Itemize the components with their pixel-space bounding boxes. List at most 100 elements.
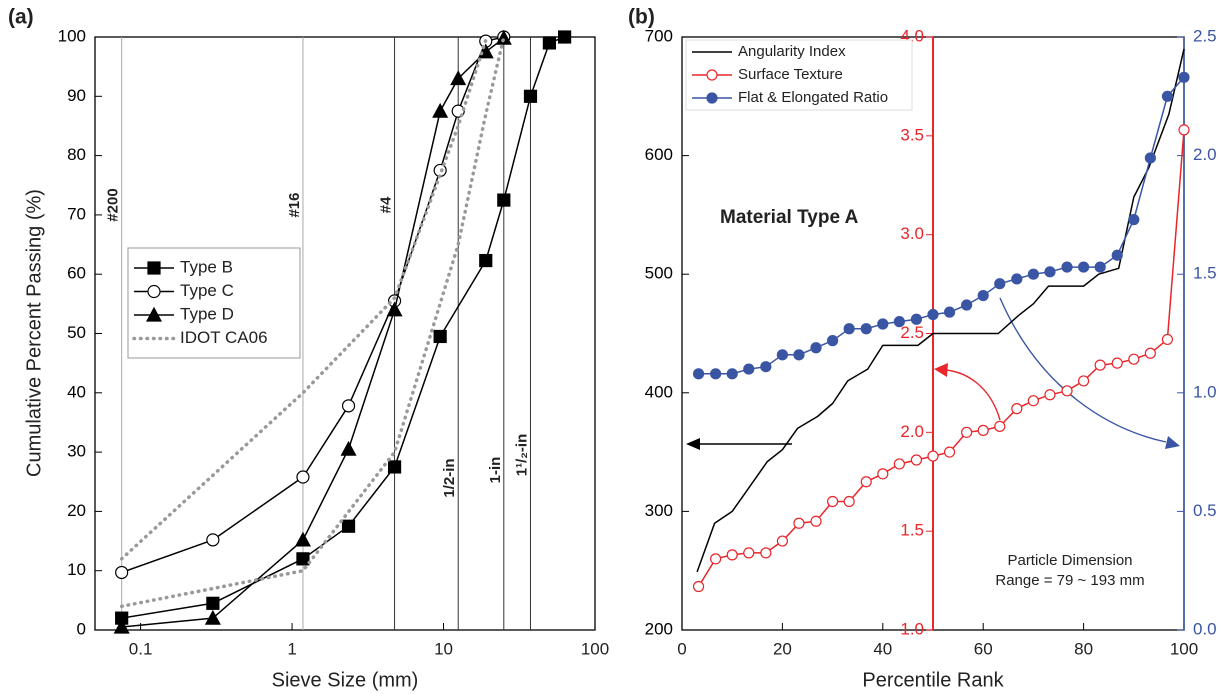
marker bbox=[1044, 266, 1056, 278]
marker bbox=[1077, 261, 1090, 273]
x-tick-label: 40 bbox=[873, 639, 892, 658]
y-tick-label: 0.5 bbox=[1193, 501, 1217, 520]
marker bbox=[1027, 268, 1040, 280]
marker bbox=[542, 36, 557, 50]
x-tick-label: 1 bbox=[287, 639, 296, 658]
y-tick-label: 500 bbox=[645, 264, 673, 283]
marker bbox=[1144, 152, 1156, 164]
marker bbox=[743, 547, 755, 559]
marker bbox=[860, 323, 872, 335]
y-tick-label: 200 bbox=[645, 619, 673, 638]
marker bbox=[113, 618, 130, 634]
x-tick-label: 100 bbox=[1170, 639, 1198, 658]
marker bbox=[477, 43, 494, 59]
y-tick-label: 2.0 bbox=[1193, 145, 1217, 164]
marker bbox=[994, 278, 1006, 290]
legend-label: Angularity Index bbox=[738, 43, 846, 60]
y-tick-label: 3.0 bbox=[900, 224, 924, 243]
x-tick-label: 10 bbox=[434, 639, 453, 658]
arrows bbox=[686, 297, 1180, 450]
marker bbox=[497, 193, 511, 207]
marker bbox=[145, 306, 163, 322]
marker bbox=[1161, 333, 1174, 346]
marker bbox=[450, 70, 467, 86]
marker bbox=[523, 89, 538, 103]
marker bbox=[961, 426, 973, 438]
marker bbox=[726, 368, 738, 380]
marker bbox=[433, 329, 447, 344]
series-line bbox=[697, 129, 1185, 587]
x-axis-label: Percentile Rank bbox=[862, 669, 1004, 691]
legend-label: IDOT CA06 bbox=[180, 328, 268, 347]
arrow bbox=[945, 369, 1001, 421]
reference-label: 1/2-in bbox=[441, 458, 458, 497]
marker bbox=[495, 29, 512, 45]
marker bbox=[776, 535, 789, 547]
y-tick-label: 30 bbox=[67, 442, 86, 461]
annotation: Range = 79 ~ 193 mm bbox=[995, 572, 1144, 589]
y-tick-label: 2.5 bbox=[1193, 26, 1217, 45]
marker bbox=[927, 450, 939, 462]
y-tick-label: 100 bbox=[58, 26, 86, 45]
marker bbox=[760, 361, 772, 373]
marker bbox=[893, 316, 905, 328]
marker bbox=[877, 468, 889, 480]
marker bbox=[860, 476, 872, 488]
marker bbox=[706, 92, 718, 104]
x-tick-label: 80 bbox=[1074, 639, 1093, 658]
x-tick-label: 60 bbox=[974, 639, 993, 658]
marker bbox=[910, 313, 923, 325]
marker bbox=[340, 440, 357, 456]
marker bbox=[760, 547, 772, 559]
arrowhead bbox=[934, 363, 948, 377]
marker bbox=[1061, 385, 1073, 397]
y-tick-label: 3.5 bbox=[900, 125, 924, 144]
marker bbox=[1178, 124, 1190, 136]
y-tick-label: 2.5 bbox=[900, 323, 924, 342]
y-tick-label: 0.0 bbox=[1193, 619, 1217, 638]
reference-label: #4 bbox=[378, 196, 395, 213]
marker bbox=[1044, 389, 1056, 401]
marker bbox=[1094, 359, 1106, 371]
marker bbox=[927, 308, 939, 321]
x-tick-label: 0 bbox=[677, 639, 686, 658]
reference-label: 1¹/₂-in bbox=[513, 434, 530, 477]
reference-label: #200 bbox=[105, 188, 122, 221]
marker bbox=[147, 261, 161, 275]
arrowhead bbox=[1165, 436, 1180, 449]
y-tick-label: 1.0 bbox=[1193, 382, 1217, 401]
y-tick-label: 1.5 bbox=[900, 521, 924, 540]
marker bbox=[432, 102, 449, 118]
marker bbox=[1077, 375, 1090, 387]
marker bbox=[1178, 71, 1190, 83]
x-tick-label: 100 bbox=[581, 639, 609, 658]
marker bbox=[943, 306, 956, 318]
y-tick-label: 70 bbox=[67, 204, 86, 223]
y-tick-label: 300 bbox=[645, 501, 673, 520]
marker bbox=[1011, 273, 1023, 285]
y-tick-label: 10 bbox=[67, 560, 86, 579]
y-tick-label: 1.0 bbox=[900, 619, 924, 638]
reference-label: #16 bbox=[286, 192, 303, 217]
marker bbox=[206, 596, 220, 610]
y-tick-label: 700 bbox=[645, 26, 673, 45]
y-tick-label: 90 bbox=[67, 86, 86, 105]
marker bbox=[810, 342, 822, 354]
y-tick-label: 40 bbox=[67, 382, 86, 401]
marker bbox=[826, 335, 839, 347]
marker bbox=[341, 399, 356, 413]
y-tick-label: 1.5 bbox=[1193, 264, 1217, 283]
marker bbox=[743, 363, 755, 375]
marker bbox=[386, 301, 403, 317]
marker bbox=[793, 517, 805, 529]
y-tick-label: 60 bbox=[67, 264, 86, 283]
marker bbox=[793, 349, 805, 361]
marker bbox=[843, 323, 855, 335]
y-tick-label: 20 bbox=[67, 501, 86, 520]
marker bbox=[943, 446, 956, 458]
marker bbox=[115, 565, 129, 580]
marker bbox=[387, 460, 402, 474]
marker bbox=[977, 424, 989, 436]
marker bbox=[1111, 249, 1123, 261]
marker bbox=[710, 368, 722, 380]
